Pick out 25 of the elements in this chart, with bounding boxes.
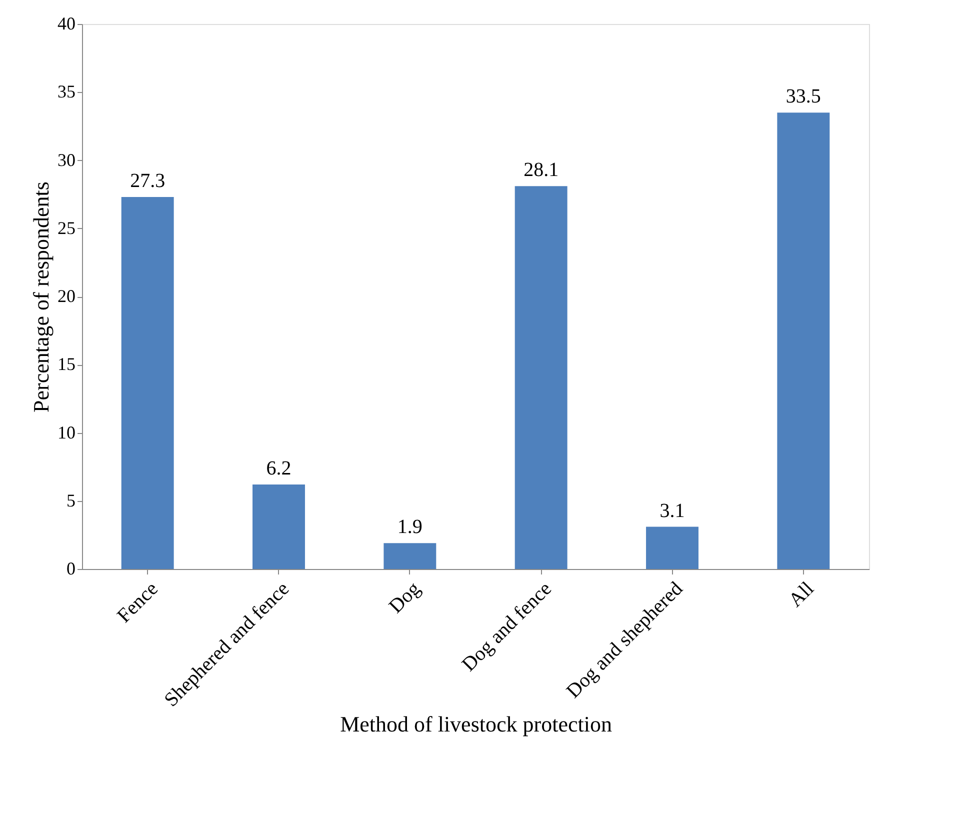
bar [646,526,698,569]
data-label: 6.2 [266,458,292,480]
bar [384,543,436,569]
data-label: 33.5 [786,86,821,108]
y-tick-label: 25 [58,218,76,238]
y-tick-label: 20 [58,286,76,306]
y-tick-label: 15 [58,354,76,374]
y-tick-label: 5 [66,490,76,510]
x-tick-label: All [784,577,819,612]
x-tick-label: Dog [384,578,425,618]
x-axis-title: Method of livestock protection [340,711,612,736]
y-tick-label: 10 [58,422,76,442]
data-label: 1.9 [397,516,422,538]
y-tick-label: 35 [58,82,76,102]
y-tick-label: 30 [58,150,76,170]
data-label: 28.1 [524,159,559,182]
y-tick-label: 0 [66,558,76,578]
bar [777,112,830,569]
y-tick-label: 40 [58,14,76,34]
bar [252,484,305,569]
data-label: 3.1 [660,500,685,522]
bar [121,197,174,569]
bar [514,186,568,569]
data-label: 27.3 [130,170,166,192]
y-axis-title: Percentage of respondents [28,182,54,412]
